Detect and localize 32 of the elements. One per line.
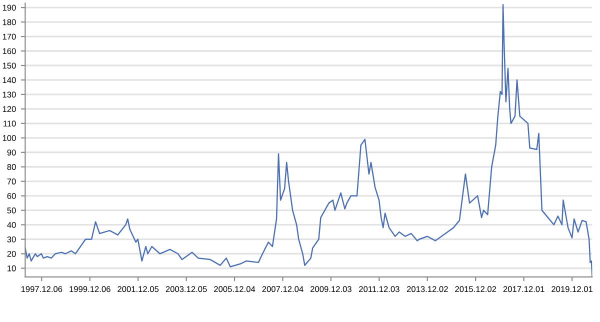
x-tick-label: 2015.12.02 <box>455 286 496 292</box>
y-tick-label: 10 <box>8 265 16 272</box>
y-tick-label: 120 <box>2 106 16 112</box>
y-tick-label: 100 <box>2 135 16 141</box>
y-tick-label: 40 <box>7 222 16 228</box>
x-tick-label: 1997.12.06 <box>21 286 62 292</box>
x-tick-label: 2017.12.01 <box>503 286 544 292</box>
y-tick-label: 140 <box>2 77 16 84</box>
x-tick-label: 2005.12.04 <box>214 286 256 292</box>
x-tick-label: 2003.12.05 <box>166 286 207 292</box>
y-tick-label: 150 <box>2 62 16 69</box>
x-tick-label: 1999.12.06 <box>70 286 110 292</box>
x-tick-label: 2011.12.03 <box>359 286 400 292</box>
x-tick-label: 2013.12.02 <box>406 286 448 292</box>
line-series <box>25 4 592 277</box>
y-tick-label: 130 <box>2 92 16 98</box>
y-tick-label: 190 <box>2 4 16 11</box>
y-tick-label: 170 <box>2 34 16 40</box>
y-tick-label: 20 <box>7 250 16 257</box>
y-tick-label: 30 <box>7 236 16 242</box>
x-tick-label: 2019.12.01 <box>552 286 593 292</box>
y-tick-label: 60 <box>7 193 16 199</box>
y-tick-label: 180 <box>2 19 16 26</box>
y-tick-label: 110 <box>4 120 16 127</box>
y-tick-label: 50 <box>7 208 16 214</box>
x-tick-label: 2001.12.05 <box>118 286 159 292</box>
y-tick-label: 70 <box>7 178 16 184</box>
y-tick-label: 160 <box>2 48 16 54</box>
y-tick-label: 90 <box>7 150 16 156</box>
x-tick-label: 2009.12.03 <box>310 286 352 292</box>
x-tick-label: 2007.12.04 <box>262 286 304 292</box>
y-tick-label: 80 <box>7 164 16 170</box>
